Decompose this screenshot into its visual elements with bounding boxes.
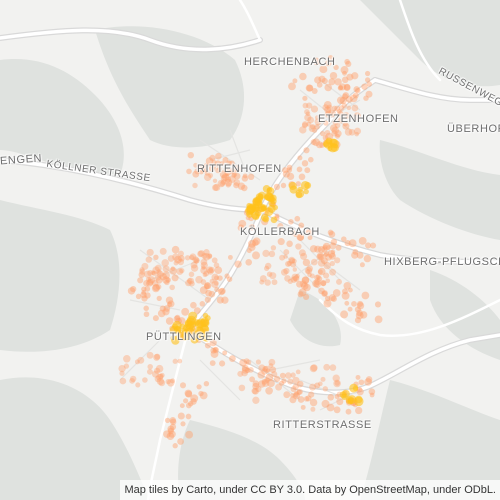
- place-label-ritterstrasse: RITTERSTRASSE: [273, 419, 372, 431]
- map-attribution: Map tiles by Carto, under CC BY 3.0. Dat…: [120, 480, 500, 500]
- heatmap-layer: [118, 55, 383, 449]
- place-label-ueberhofen: ÜBERHOF: [447, 123, 500, 135]
- place-label-etzenhofen: ETZENHOFEN: [318, 113, 399, 125]
- place-label-rittenhofen: RITTENHOFEN: [197, 163, 282, 175]
- place-label-herchenbach: HERCHENBACH: [244, 56, 336, 68]
- place-label-puettlingen: PÜTTLINGEN: [146, 331, 222, 343]
- place-label-hixberg: HIXBERG-PFLUGSCH: [384, 256, 500, 268]
- minor-street-layer: [119, 79, 361, 411]
- place-label-koellerbach: KÖLLERBACH: [240, 226, 320, 238]
